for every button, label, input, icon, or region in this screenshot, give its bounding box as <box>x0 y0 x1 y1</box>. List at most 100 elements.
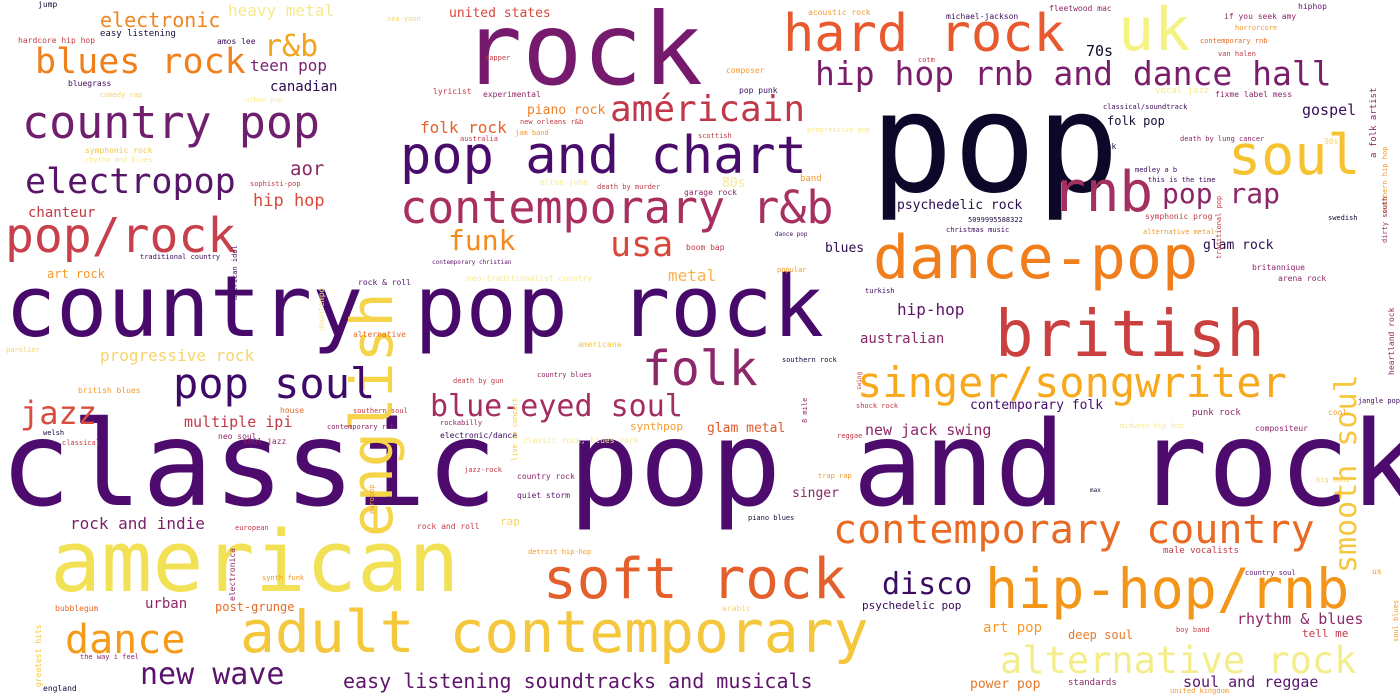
word-bubblegum: bubblegum <box>55 604 99 613</box>
word-detroit-hip-hop: detroit hip-hop <box>528 548 592 556</box>
word-folk-rock: folk rock <box>420 118 507 137</box>
word-this-is-the-time: this is the time <box>1148 176 1216 184</box>
word-post-grunge: post-grunge <box>215 600 295 614</box>
word-90s: 90s <box>1324 137 1339 146</box>
word-glam-metal: glam metal <box>707 421 786 436</box>
word-hip-hop-rnb: hip-hop/rnb <box>985 557 1350 621</box>
word-symphonic-prog: symphonic prog <box>1145 212 1213 221</box>
word-country-pop-rock: country pop rock <box>5 258 824 357</box>
word-england: england <box>43 684 77 693</box>
word-folk: folk <box>642 341 758 397</box>
word-greatest-hits: greatest hits <box>34 624 43 687</box>
word-rhythm-blues: rhythm & blues <box>1237 610 1364 628</box>
word-blues: blues <box>825 241 865 256</box>
word-soul: soul <box>1228 123 1361 187</box>
word-hip-hop-rnb-and-dance-hall: hip hop rnb and dance hall <box>815 54 1332 93</box>
word-welsh: welsh <box>43 429 65 437</box>
word-chanteur: chanteur <box>28 205 96 221</box>
word-synth-funk: synth funk <box>262 574 305 582</box>
word-psychedelic-rock: psychedelic rock <box>897 198 1023 213</box>
word-neo-soul: neo soul <box>218 432 257 441</box>
word-southern-soul: southern soul <box>353 407 408 415</box>
word-tell-me: tell me <box>1302 627 1349 640</box>
word-quiet-storm: quiet storm <box>517 491 570 500</box>
word-classical: classical <box>62 439 100 447</box>
word-pop-and-chart: pop and chart <box>400 126 807 186</box>
word-80s: 80s <box>722 176 746 191</box>
word-us: us <box>1372 567 1382 576</box>
word-jazz: jazz <box>20 394 98 432</box>
word-easy-listening: easy listening <box>100 29 176 39</box>
word-horrorcore: horrorcore <box>1235 24 1278 32</box>
word-contemporary-country: contemporary country <box>833 507 1315 553</box>
word-adult-contemporary: adult contemporary <box>240 598 869 666</box>
word-piano-rock: piano rock <box>527 103 606 118</box>
word-gospel: gospel <box>1302 101 1357 119</box>
word-rnb: rnb <box>1052 160 1154 225</box>
word-deep-soul: deep soul <box>1068 628 1134 642</box>
word-heavy-metal: heavy metal <box>228 1 334 20</box>
word-synthpop: synthpop <box>630 420 683 433</box>
word-pop-punk: pop punk <box>739 86 778 95</box>
word-a-folk-artist: a folk artist <box>1369 87 1379 158</box>
word-british-blues: british blues <box>78 386 141 395</box>
word-urban-pop: urban pop <box>245 96 283 104</box>
word-hard-rock: hard rock <box>783 4 1065 64</box>
word-uk: uk <box>1118 0 1191 65</box>
word-rock: rock <box>462 0 703 108</box>
word-hip-hop: hip hop <box>253 191 325 211</box>
word-reggae: reggae <box>837 432 863 440</box>
word-usa: usa <box>610 225 674 265</box>
word-contemporary-r-b: contemporary r b <box>327 423 395 431</box>
word-fixme-label-mess: fixme label mess <box>1215 90 1293 99</box>
word-country-blues: country blues <box>537 371 592 379</box>
word-traditional-country: traditional country <box>140 253 221 261</box>
word-pop-rock: pop/rock <box>5 208 237 264</box>
word-midwest-hip-hop: midwest hip hop <box>1120 422 1184 430</box>
word-traditional-pop: traditional pop <box>1215 195 1223 259</box>
word-rock-and-indie: rock and indie <box>70 514 205 533</box>
word-country-pop: country pop <box>22 96 321 149</box>
word-rapper: rapper <box>485 54 511 62</box>
word-hiphop: hiphop <box>1298 2 1327 11</box>
word-alternative-rock: alternative rock <box>1000 639 1357 682</box>
word-blues-rock: blues rock <box>35 42 246 82</box>
word-van-halen: van halen <box>1218 50 1256 58</box>
word-hardcore-hip-hop: hardcore hip hop <box>18 36 96 45</box>
word-experimental: experimental <box>483 90 541 99</box>
word-australia: australia <box>460 135 498 143</box>
word-dance-pop: dance-pop <box>873 223 1199 293</box>
word-electronic: electronic <box>100 8 221 32</box>
word-electronica: electronica <box>228 548 237 601</box>
word-vocal-jazz: vocal jazz <box>1155 86 1210 96</box>
word-garage-rock: garage rock <box>684 188 737 197</box>
word-united-states: united states <box>449 6 551 21</box>
word-american: american <box>50 513 460 612</box>
word-medley-a-b: medley a b <box>1135 166 1178 174</box>
word-dance-pop: dance pop <box>775 231 808 238</box>
word-death-by-murder: death by murder <box>597 183 661 191</box>
word-punk-rock: punk rock <box>1192 408 1241 418</box>
word-contemporary-christian: contemporary christian <box>432 259 512 266</box>
word-pop-rap: pop rap <box>1162 177 1281 210</box>
word-bluegrass: bluegrass <box>68 79 112 88</box>
word-rockabilly: rockabilly <box>440 419 483 427</box>
word-contemporary-rnb: contemporary rnb <box>1200 37 1268 45</box>
word-americana: americana <box>578 340 622 349</box>
word-jump: jump <box>38 0 58 9</box>
word-southern-rock: southern rock <box>782 356 837 364</box>
word-metal: metal <box>668 266 717 285</box>
word-standards: standards <box>1068 678 1117 688</box>
word-glam-rock: glam rock <box>1203 238 1274 253</box>
word-progressive-rock: progressive rock <box>100 346 255 365</box>
word-classical-soundtrack: classical/soundtrack <box>1103 103 1188 111</box>
word-sophisti-pop: sophisti-pop <box>250 180 301 188</box>
word-australian: australian <box>860 331 945 347</box>
word-punk: punk <box>1097 142 1117 151</box>
word-fleetwood-mac: fleetwood mac <box>1049 4 1112 13</box>
word-turkish: turkish <box>865 287 895 295</box>
word-contemporary-r-b: contemporary r&b <box>400 181 834 234</box>
word-new-wave: new wave <box>140 657 285 692</box>
word-psychedelic-pop: psychedelic pop <box>862 599 962 612</box>
word-hip-hop: hip-hop <box>897 300 965 319</box>
